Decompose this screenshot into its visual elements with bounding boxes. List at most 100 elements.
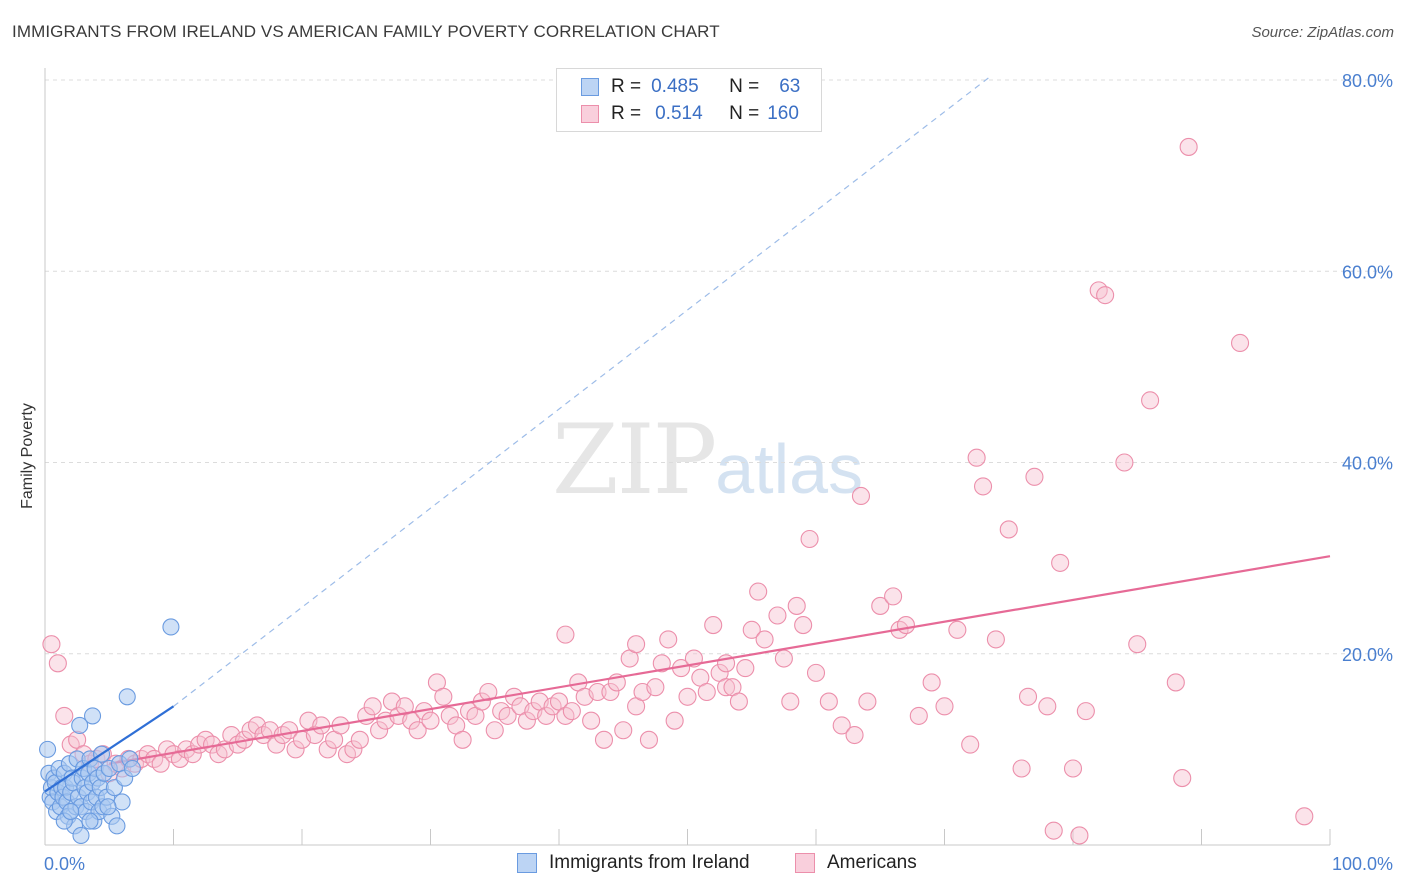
ireland-point bbox=[71, 716, 89, 735]
americans-point bbox=[961, 735, 980, 754]
stats-legend-row-americans: R = 0.514 N = 160 bbox=[581, 102, 799, 126]
americans-point bbox=[1076, 702, 1095, 721]
americans-point bbox=[948, 620, 967, 639]
ireland-point bbox=[99, 798, 117, 816]
americans-point bbox=[1128, 635, 1147, 654]
ireland-point bbox=[72, 826, 90, 844]
americans-point bbox=[305, 725, 324, 745]
n-value: 63 bbox=[779, 76, 801, 97]
americans-point bbox=[1018, 687, 1038, 706]
americans-point bbox=[562, 702, 581, 721]
americans-point bbox=[1044, 821, 1063, 840]
americans-point bbox=[755, 630, 774, 649]
ireland-trend-line bbox=[44, 705, 175, 793]
americans-point bbox=[871, 596, 890, 615]
americans-point bbox=[986, 630, 1005, 649]
x-tick-label-start: 0.0% bbox=[44, 854, 85, 874]
americans-point bbox=[781, 692, 800, 711]
americans-point bbox=[42, 635, 61, 654]
ireland-point bbox=[162, 618, 180, 636]
americans-point bbox=[819, 692, 838, 711]
americans-point bbox=[1051, 553, 1070, 572]
ireland-swatch-icon bbox=[517, 853, 537, 873]
americans-point bbox=[1231, 333, 1250, 353]
chart-title: IMMIGRANTS FROM IRELAND VS AMERICAN FAMI… bbox=[12, 22, 720, 41]
americans-point bbox=[318, 740, 337, 759]
bottom-legend-ireland: Immigrants from Ireland bbox=[517, 852, 750, 874]
americans-point bbox=[967, 448, 986, 467]
americans-point bbox=[935, 697, 954, 716]
americans-point bbox=[537, 706, 556, 725]
americans-point bbox=[440, 706, 459, 725]
americans-point bbox=[453, 730, 472, 749]
watermark-atlas: atlas bbox=[715, 430, 864, 508]
americans-point bbox=[614, 721, 633, 740]
americans-point bbox=[659, 630, 678, 649]
americans-point bbox=[627, 635, 646, 654]
ireland-trend-extension bbox=[173, 76, 990, 707]
ireland-point bbox=[62, 802, 80, 821]
americans-point bbox=[858, 692, 877, 711]
x-tick-label-end: 100.0% bbox=[1332, 854, 1393, 874]
r-value: 0.485 bbox=[651, 76, 699, 97]
bottom-legend-americans: Americans bbox=[795, 852, 917, 874]
americans-point bbox=[704, 616, 723, 635]
stats-legend-row-ireland: R = 0.485 N = 63 bbox=[581, 75, 800, 99]
ireland-point bbox=[39, 740, 57, 758]
americans-point bbox=[768, 606, 787, 625]
americans-point bbox=[498, 706, 517, 725]
americans-point bbox=[845, 725, 864, 745]
americans-point bbox=[582, 711, 601, 730]
americans-point bbox=[1038, 697, 1057, 716]
americans-point bbox=[1141, 391, 1160, 410]
americans-point bbox=[1070, 826, 1089, 845]
americans-point bbox=[1012, 759, 1031, 778]
n-label: N = bbox=[729, 103, 760, 124]
n-label: N = bbox=[729, 76, 760, 97]
stats-legend: R = 0.485 N = 63 R = 0.514 N = 160 bbox=[556, 68, 822, 132]
americans-point bbox=[716, 678, 736, 697]
ireland-point bbox=[118, 688, 136, 706]
americans-point bbox=[832, 716, 851, 735]
americans-point bbox=[312, 716, 331, 735]
y-tick-label: 20.0% bbox=[1342, 645, 1393, 665]
r-value: 0.514 bbox=[655, 103, 703, 124]
americans-point bbox=[646, 678, 665, 697]
americans-point bbox=[729, 692, 748, 711]
americans-point bbox=[479, 682, 498, 702]
watermark: ZIPatlas bbox=[552, 404, 863, 516]
r-label: R = bbox=[611, 76, 642, 97]
ireland-point bbox=[108, 817, 126, 835]
americans-point bbox=[652, 654, 671, 673]
americans-point bbox=[749, 582, 768, 601]
y-tick-label: 60.0% bbox=[1342, 262, 1393, 282]
americans-point bbox=[922, 673, 941, 692]
americans-point bbox=[909, 706, 928, 725]
americans-point bbox=[639, 730, 659, 749]
americans-point bbox=[601, 682, 620, 702]
americans-point bbox=[896, 616, 916, 635]
americans-point bbox=[1295, 807, 1314, 826]
americans-point bbox=[678, 687, 697, 706]
ireland-point bbox=[81, 812, 99, 830]
bottom-legend-americans-label: Americans bbox=[827, 852, 917, 873]
americans-point bbox=[588, 682, 607, 702]
americans-point bbox=[794, 616, 813, 635]
americans-point bbox=[851, 486, 871, 506]
americans-point bbox=[973, 477, 993, 496]
americans-point bbox=[774, 649, 793, 668]
americans-point bbox=[370, 721, 389, 740]
americans-point bbox=[485, 721, 504, 740]
americans-point bbox=[1025, 467, 1044, 486]
americans-point bbox=[1179, 137, 1198, 156]
americans-point bbox=[350, 730, 369, 749]
americans-point bbox=[594, 730, 614, 749]
americans-point bbox=[736, 659, 755, 678]
americans-point bbox=[1115, 453, 1134, 472]
watermark-zip: ZIP bbox=[552, 404, 717, 516]
ireland-point bbox=[113, 793, 131, 811]
americans-trend-line bbox=[109, 555, 1331, 765]
n-value: 160 bbox=[767, 103, 799, 124]
americans-point bbox=[1096, 286, 1115, 305]
